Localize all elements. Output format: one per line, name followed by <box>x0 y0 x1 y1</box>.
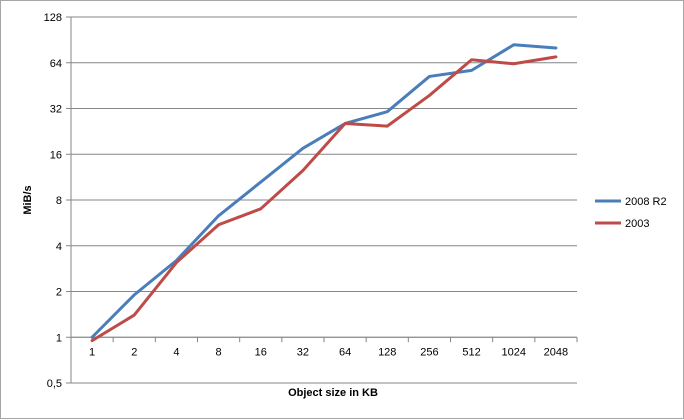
y-tick-label: 16 <box>50 149 62 161</box>
series-lines <box>90 43 558 343</box>
legend-label: 2003 <box>625 218 649 230</box>
y-tick-label: 0,5 <box>47 378 62 390</box>
y-tick-label: 64 <box>50 58 62 70</box>
y-tick-label: 1 <box>56 332 62 344</box>
x-tick-label: 256 <box>420 346 438 358</box>
y-tick-label: 8 <box>56 195 62 207</box>
x-tick-label: 64 <box>339 346 351 358</box>
x-tick-label: 2048 <box>544 346 568 358</box>
x-tick-label: 4 <box>173 346 179 358</box>
x-tick-label: 32 <box>297 346 309 358</box>
x-tick-label: 1 <box>89 346 95 358</box>
legend: 2008 R2 2003 <box>595 196 667 230</box>
y-tick-label: 128 <box>44 12 62 24</box>
gridlines <box>71 16 577 384</box>
axes: 0,5 1 2 4 8 16 32 64 128 1 2 4 8 16 32 64 128 256 512 1024 2… <box>44 12 578 390</box>
x-tick-label: 16 <box>255 346 267 358</box>
legend-label: 2008 R2 <box>625 196 667 208</box>
x-tick-label: 512 <box>462 346 480 358</box>
y-tick-label: 32 <box>50 104 62 116</box>
y-tick-label: 2 <box>56 287 62 299</box>
x-tick-label: 128 <box>378 346 396 358</box>
x-axis-title: Object size in KB <box>288 387 378 399</box>
series-line-1 <box>90 43 558 339</box>
x-tick-label: 1024 <box>502 346 526 358</box>
y-axis-title: MiB/s <box>22 185 34 214</box>
x-tick-label: 2 <box>131 346 137 358</box>
y-tick-label: 4 <box>56 241 62 253</box>
series-line-2 <box>90 55 558 343</box>
x-tick-label: 8 <box>216 346 222 358</box>
